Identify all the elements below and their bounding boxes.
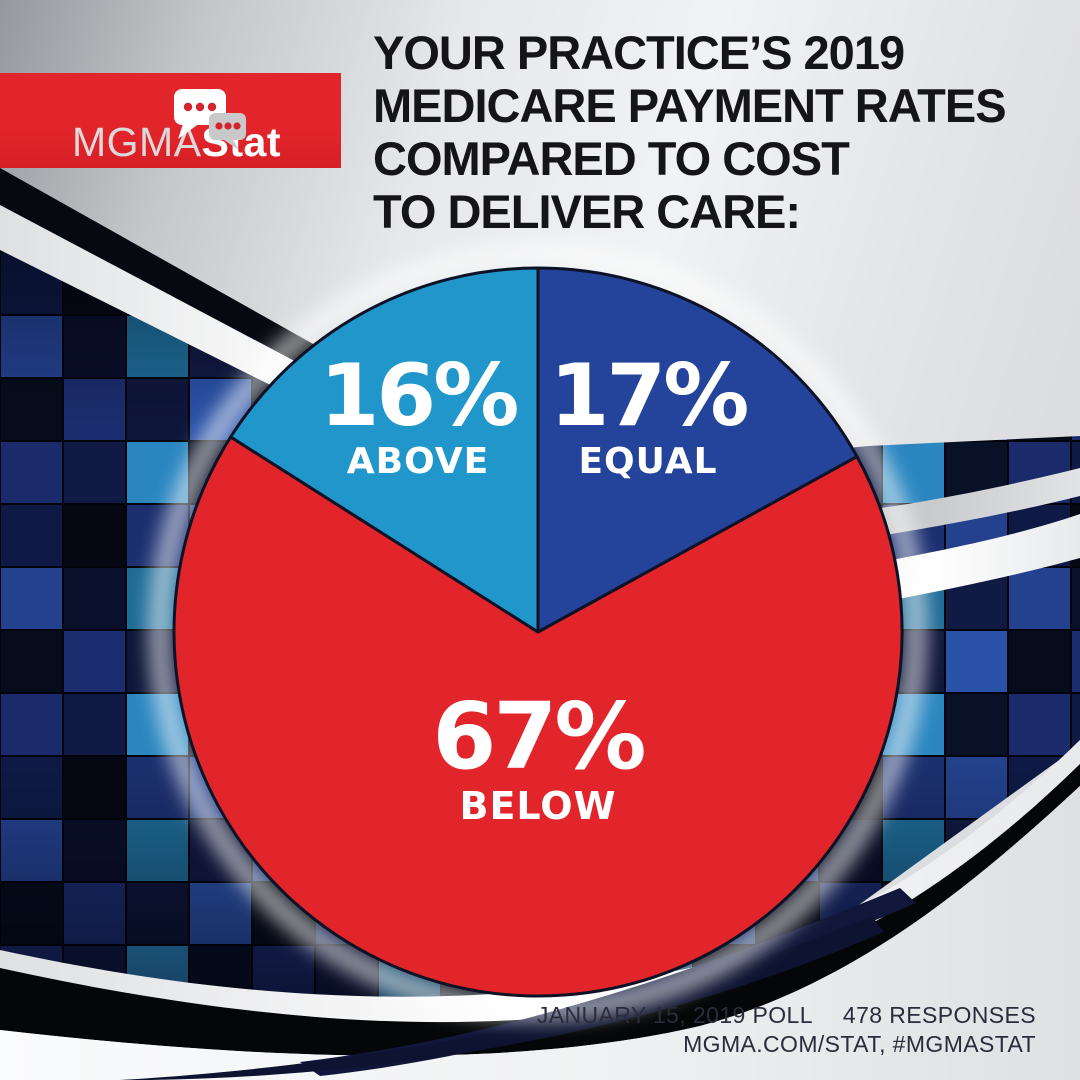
slice-equal-word: EQUAL <box>578 441 718 482</box>
footer-poll-line: JANUARY 15, 2019 POLL 478 RESPONSES <box>537 1001 1036 1030</box>
slice-below-word: BELOW <box>459 784 617 828</box>
pie-halo <box>148 242 928 1022</box>
bottom-white-area <box>0 786 1080 1080</box>
title-line-3: COMPARED TO COST <box>373 132 850 185</box>
footer-links: MGMA.COM/STAT, #MGMASTAT <box>683 1031 1036 1057</box>
title-line-4: TO DELIVER CARE: <box>373 185 801 238</box>
pie-slice-below <box>172 435 904 998</box>
mgma-banner: MGMAStat <box>0 73 341 168</box>
pie-chart <box>172 266 904 998</box>
slice-equal-percent: 17% <box>549 346 750 446</box>
footer: JANUARY 15, 2019 POLL 478 RESPONSES MGMA… <box>537 1001 1036 1059</box>
speech-bubbles-icon <box>174 89 246 150</box>
pie-slice-equal <box>536 266 859 634</box>
slice-label-above: 16% ABOVE <box>308 352 528 482</box>
slice-label-equal: 17% EQUAL <box>538 352 758 482</box>
title-line-1: YOUR PRACTICE’S 2019 <box>373 26 905 79</box>
slice-above-percent: 16% <box>319 346 520 446</box>
logo-prefix: MGMA <box>72 119 202 165</box>
footer-poll-date: JANUARY 15, 2019 POLL <box>536 1002 813 1028</box>
page-title: YOUR PRACTICE’S 2019 MEDICARE PAYMENT RA… <box>373 26 1063 238</box>
slice-below-percent: 67% <box>432 683 646 790</box>
title-line-2: MEDICARE PAYMENT RATES <box>373 79 1007 132</box>
slice-above-word: ABOVE <box>346 441 490 482</box>
footer-responses: 478 RESPONSES <box>842 1002 1036 1028</box>
bottom-black-band <box>0 764 1080 1056</box>
pie-slice-above <box>229 266 540 634</box>
slice-label-below: 67% BELOW <box>413 683 663 828</box>
